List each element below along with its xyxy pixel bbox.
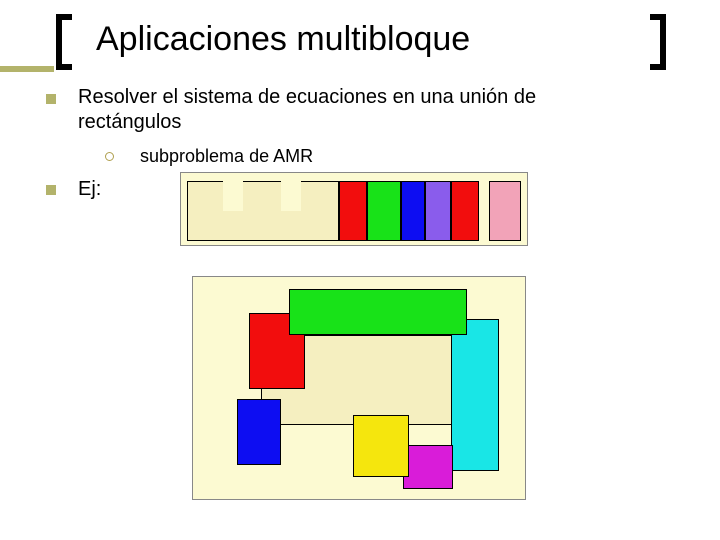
page-title: Aplicaciones multibloque (96, 20, 470, 59)
shape-rect (451, 181, 479, 241)
shape-rect (425, 181, 451, 241)
shape-rect (289, 289, 467, 335)
shape-rect (353, 415, 409, 477)
shape-rect (451, 319, 499, 471)
diagram-top (180, 172, 528, 246)
shape-rect (237, 399, 281, 465)
shape-rect (223, 179, 243, 211)
shape-rect (187, 181, 339, 241)
shape-rect (281, 179, 301, 211)
accent-rule (0, 66, 54, 72)
bullet-sub-text: subproblema de AMR (140, 145, 313, 168)
shape-rect (339, 181, 367, 241)
bullet-icon (46, 185, 56, 195)
diagram-bottom (192, 276, 526, 500)
sub-bullet-icon (105, 152, 114, 161)
shape-rect (367, 181, 401, 241)
title-bracket-left (56, 14, 72, 70)
example-label: Ej: (78, 177, 101, 202)
shape-rect (489, 181, 521, 241)
bullet-icon (46, 94, 56, 104)
shape-rect (403, 445, 453, 489)
shape-rect (401, 181, 425, 241)
title-bracket-right (650, 14, 666, 70)
bullet-main-text: Resolver el sistema de ecuaciones en una… (78, 85, 638, 135)
